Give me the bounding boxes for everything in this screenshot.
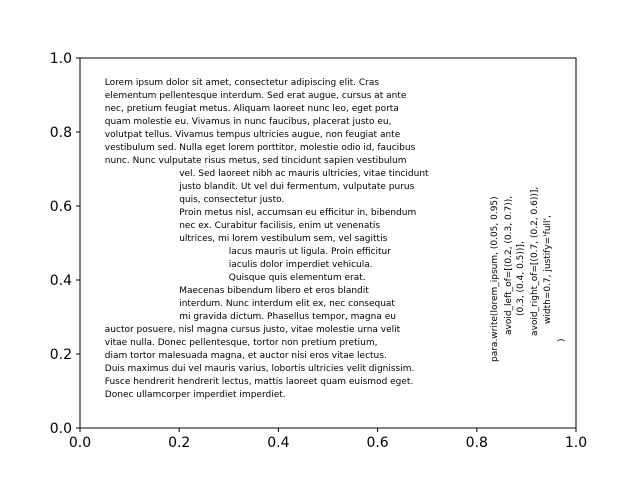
- x-tick-label: 0.0: [69, 435, 91, 451]
- x-tick-label: 1.0: [565, 435, 587, 451]
- paragraph-line: nec, pretium feugiat metus. Aliquam laor…: [105, 104, 399, 114]
- paragraph-line: quis, consectetur justo.: [179, 195, 284, 205]
- paragraph-line: iaculis dolor imperdiet vehicula.: [229, 260, 373, 270]
- paragraph-line: Quisque quis elementum erat.: [229, 273, 366, 283]
- axes-frame: [79, 57, 577, 429]
- paragraph-line: interdum. Nunc interdum elit ex, nec con…: [179, 299, 395, 309]
- annotation-line: width=0.7, justify='full',: [543, 215, 553, 324]
- paragraph-line: lacus mauris ut ligula. Proin efficitur: [229, 247, 391, 257]
- annotation-line: para.write(lorem_ipsum, (0.05, 0.95): [490, 196, 500, 362]
- y-tick-label: 0.4: [50, 273, 72, 289]
- paragraph-line: nunc. Nunc vulputate risus metus, sed ti…: [105, 156, 407, 166]
- paragraph-line: ultrices, mi lorem vestibulum sem, vel s…: [179, 234, 387, 244]
- y-tick-label: 1.0: [50, 51, 72, 67]
- paragraph-line: auctor posuere, nisl magna cursus justo,…: [105, 325, 401, 335]
- paragraph-line: elementum pellentesque interdum. Sed era…: [105, 91, 407, 101]
- annotation-line: avoid_left_of=[(0.2, (0.3, 0.7)),: [504, 196, 514, 335]
- annotation-line: avoid_right_of=[(0.7, (0.2, 0.6))],: [530, 187, 540, 336]
- paragraph-line: Fusce hendrerit hendrerit lectus, mattis…: [105, 377, 414, 387]
- y-tick-label: 0.0: [50, 421, 72, 437]
- paragraph-line: Duis maximus dui vel mauris varius, lobo…: [105, 364, 415, 374]
- y-tick-label: 0.6: [50, 199, 72, 215]
- paragraph-line: Lorem ipsum dolor sit amet, consectetur …: [105, 78, 380, 88]
- x-tick-label: 0.4: [267, 435, 289, 451]
- paragraph-line: volutpat tellus. Vivamus tempus ultricie…: [105, 130, 401, 140]
- paragraph-line: nec ex. Curabitur facilisis, enim ut ven…: [179, 221, 380, 231]
- paragraph-text-block: Lorem ipsum dolor sit amet, consectetur …: [105, 78, 429, 400]
- paragraph-line: vestibulum sed. Nulla eget lorem porttit…: [105, 143, 416, 153]
- annotation-line: ): [557, 338, 567, 342]
- annotation-line: (0.3, (0.4, 0.5))],: [516, 241, 526, 316]
- axis-ticks: 0.0 0.2 0.4 0.6 0.8 1.0 0.0 0.2 0.4 0.6 0.8 1.0: [50, 51, 587, 451]
- paragraph-line: quam molestie eu. Vivamus in nunc faucib…: [105, 117, 392, 127]
- x-tick-label: 0.2: [168, 435, 190, 451]
- paragraph-line: mi gravida dictum. Phasellus tempor, mag…: [179, 312, 396, 322]
- paragraph-line: vitae nulla. Donec pellentesque, tortor …: [105, 338, 378, 348]
- paragraph-line: Proin metus nisl, accumsan eu efficitur …: [179, 208, 416, 218]
- paragraph-line: vel. Sed laoreet nibh ac mauris ultricie…: [179, 169, 429, 179]
- x-tick-label: 0.6: [366, 435, 388, 451]
- paragraph-line: Maecenas bibendum libero et eros blandit: [179, 286, 369, 296]
- paragraph-line: justo blandit. Ut vel dui fermentum, vul…: [178, 182, 414, 192]
- x-tick-label: 0.8: [466, 435, 488, 451]
- y-tick-label: 0.2: [50, 347, 72, 363]
- paragraph-line: Donec ullamcorper imperdiet imperdiet.: [105, 390, 286, 400]
- paragraph-line: diam tortor malesuada magna, et auctor n…: [105, 351, 387, 361]
- y-tick-label: 0.8: [50, 125, 72, 141]
- rotated-code-annotation: para.write(lorem_ipsum, (0.05, 0.95) avoi…: [490, 187, 567, 362]
